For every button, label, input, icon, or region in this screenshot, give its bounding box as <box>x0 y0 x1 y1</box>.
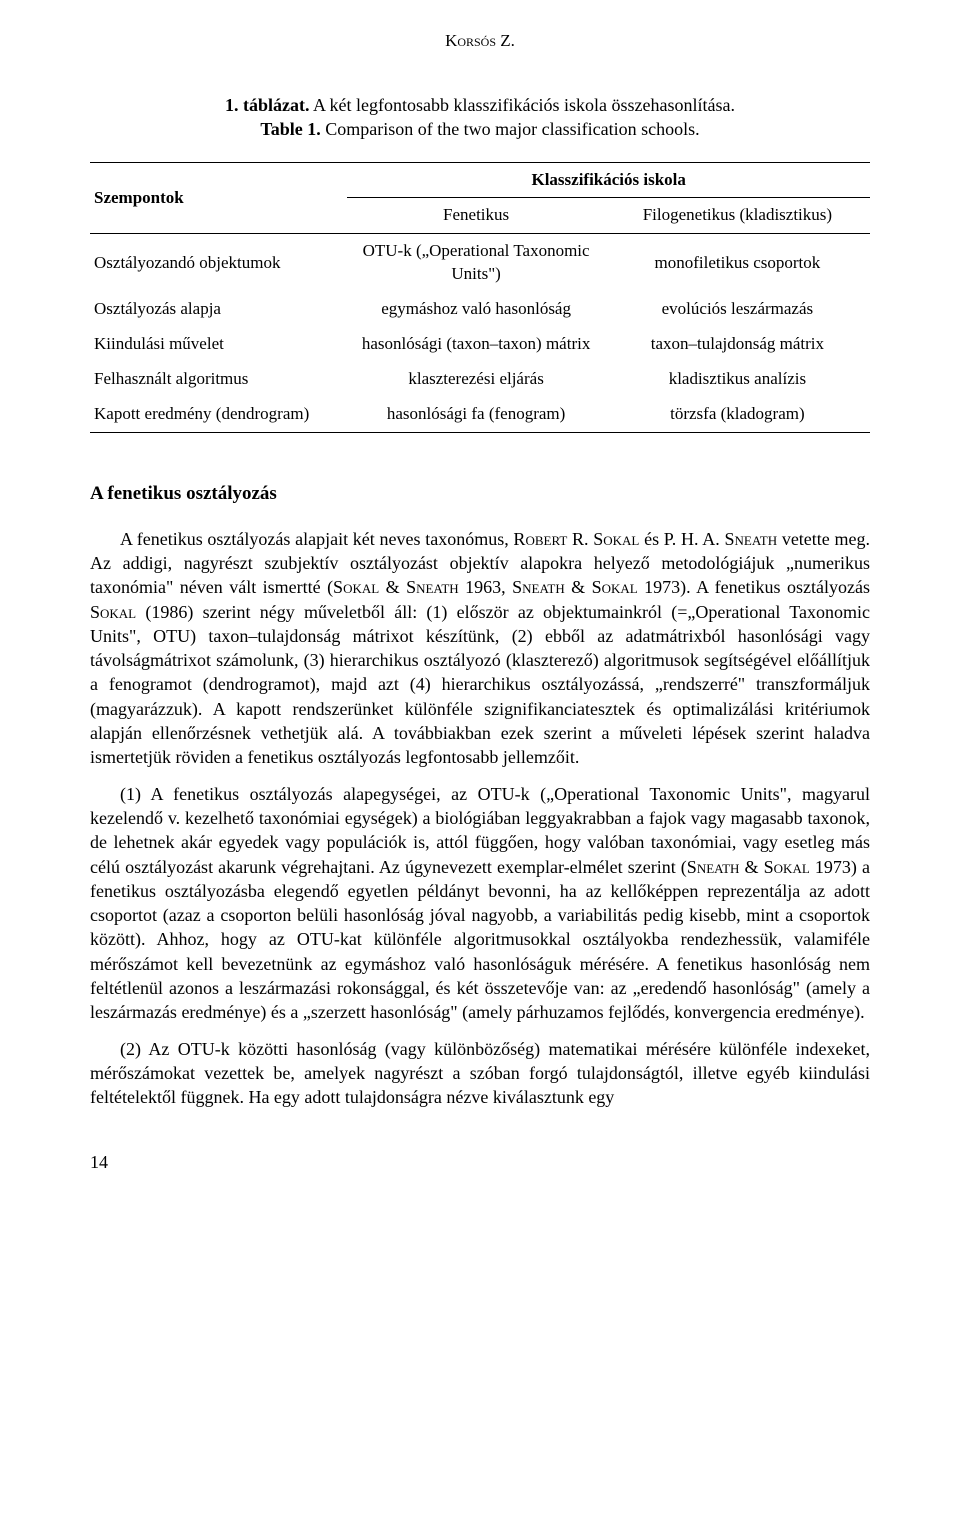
smallcaps: okal <box>602 577 638 597</box>
text: A fenetikus osztályozás alapjait két nev… <box>120 529 525 549</box>
super-header: Klasszifikációs iskola <box>347 162 870 198</box>
cell: evolúciós leszármazás <box>605 292 870 327</box>
paragraph-1: A fenetikus osztályozás alapjait két nev… <box>90 527 870 770</box>
caption-text-1: A két legfontosabb klasszifikációs iskol… <box>310 95 735 115</box>
cell: hasonlósági (taxon–taxon) mátrix <box>347 327 604 362</box>
text: 1963, S <box>459 577 522 597</box>
text: 1973) a fenetikus osztályozásba elegendő… <box>90 857 870 1023</box>
sub-header-1: Fenetikus <box>347 198 604 234</box>
text: & S <box>565 577 602 597</box>
caption-text-2: Comparison of the two major classificati… <box>321 119 700 139</box>
table-header-row: Szempontok Klasszifikációs iskola <box>90 162 870 198</box>
table-row: Kapott eredmény (dendrogram) hasonlósági… <box>90 397 870 432</box>
table-caption: 1. táblázat. A két legfontosabb klasszif… <box>90 93 870 142</box>
cell: egymáshoz való hasonlóság <box>347 292 604 327</box>
smallcaps: okal <box>603 529 639 549</box>
section-heading: A fenetikus osztályozás <box>90 481 870 507</box>
caption-label-1: 1. táblázat. <box>225 95 310 115</box>
smallcaps: neath <box>734 529 777 549</box>
paragraph-2: (1) A fenetikus osztályozás alapegységei… <box>90 782 870 1025</box>
col0-header: Szempontok <box>90 162 347 234</box>
cell: hasonlósági fa (fenogram) <box>347 397 604 432</box>
text: & S <box>739 857 773 877</box>
cell: Osztályozás alapja <box>90 292 347 327</box>
smallcaps: neath <box>697 857 740 877</box>
table-row: Kiindulási művelet hasonlósági (taxon–ta… <box>90 327 870 362</box>
sub-header-2: Filogenetikus (kladisztikus) <box>605 198 870 234</box>
table-row: Felhasznált algoritmus klaszterezési elj… <box>90 362 870 397</box>
text: R. S <box>567 529 603 549</box>
smallcaps: neath <box>416 577 459 597</box>
text: (1986) szerint négy műveletből áll: (1) … <box>90 602 870 768</box>
smallcaps: obert <box>525 529 567 549</box>
cell: kladisztikus analízis <box>605 362 870 397</box>
comparison-table: Szempontok Klasszifikációs iskola Feneti… <box>90 162 870 434</box>
cell: Osztályozandó objektumok <box>90 234 347 292</box>
running-head: Korsós Z. <box>90 30 870 53</box>
caption-line-2: Table 1. Comparison of the two major cla… <box>90 117 870 141</box>
smallcaps: okal <box>343 577 379 597</box>
page-number: 14 <box>90 1150 870 1174</box>
table-row: Osztályozandó objektumok OTU-k („Operati… <box>90 234 870 292</box>
text: és P. H. A. S <box>639 529 734 549</box>
cell: Kapott eredmény (dendrogram) <box>90 397 347 432</box>
paragraph-3: (2) Az OTU-k közötti hasonlóság (vagy kü… <box>90 1037 870 1110</box>
caption-label-2: Table 1. <box>260 119 320 139</box>
cell: OTU-k („Operational Taxonomic Units") <box>347 234 604 292</box>
cell: törzsfa (kladogram) <box>605 397 870 432</box>
caption-line-1: 1. táblázat. A két legfontosabb klasszif… <box>90 93 870 117</box>
cell: klaszterezési eljárás <box>347 362 604 397</box>
table-row: Osztályozás alapja egymáshoz való hasonl… <box>90 292 870 327</box>
cell: monofiletikus csoportok <box>605 234 870 292</box>
smallcaps: okal <box>100 602 136 622</box>
smallcaps: neath <box>522 577 565 597</box>
cell: Felhasznált algoritmus <box>90 362 347 397</box>
cell: taxon–tulajdonság mátrix <box>605 327 870 362</box>
smallcaps: okal <box>774 857 810 877</box>
text: & S <box>379 577 416 597</box>
cell: Kiindulási művelet <box>90 327 347 362</box>
